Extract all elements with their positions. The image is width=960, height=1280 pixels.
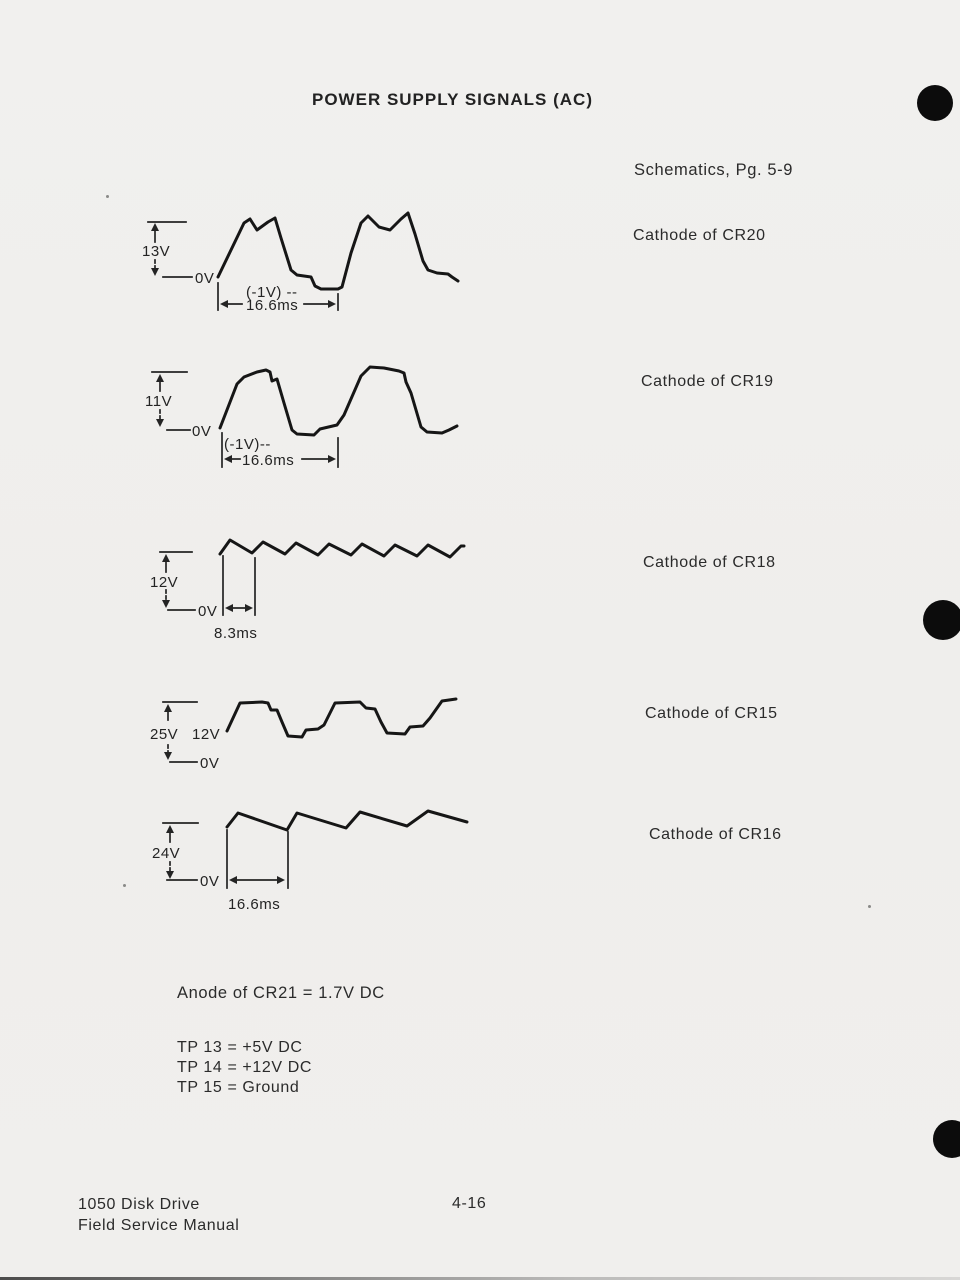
- right-arrowhead-icon: [328, 300, 336, 308]
- waveform-diagram-cr19: 11V 0V (-1V)-- 16.6ms: [145, 365, 459, 469]
- period-label: 16.6ms: [246, 297, 298, 314]
- waveform-trace: [225, 809, 469, 832]
- binder-hole-mark-middle: [923, 600, 960, 640]
- v-top-label: 12V: [150, 574, 178, 591]
- note-anode-cr21: Anode of CR21 = 1.7V DC: [177, 984, 385, 1002]
- up-arrowhead-icon: [156, 374, 164, 382]
- scan-edge-line: [0, 1277, 960, 1280]
- up-arrowhead-icon: [162, 554, 170, 562]
- waveform-diagram-cr20: 13V 0V (-1V) -- 16.6ms: [142, 211, 460, 314]
- up-arrowhead-icon: [151, 223, 159, 231]
- waveform-diagram-cr15: 25V 12V 0V: [150, 697, 458, 772]
- waveform-trace: [218, 538, 466, 559]
- period-ticks: [222, 555, 256, 616]
- down-arrowhead-icon: [162, 600, 170, 608]
- v-zero-label: 0V: [192, 423, 211, 440]
- down-arrowhead-icon: [151, 268, 159, 276]
- period-label: 16.6ms: [242, 452, 294, 469]
- waveform-label-cr19: Cathode of CR19: [641, 373, 774, 390]
- page-number: 4-16: [452, 1195, 487, 1212]
- v-top-label: 11V: [145, 393, 172, 410]
- v-mid-label: 12V: [192, 726, 220, 743]
- period-ticks: [226, 829, 289, 889]
- page-title: POWER SUPPLY SIGNALS (AC): [312, 90, 593, 109]
- waveform-label-cr16: Cathode of CR16: [649, 826, 782, 843]
- right-arrowhead-icon: [277, 876, 285, 884]
- right-arrowhead-icon: [328, 455, 336, 463]
- note-tp14: TP 14 = +12V DC: [177, 1059, 312, 1076]
- note-tp15: TP 15 = Ground: [177, 1079, 300, 1096]
- paper-speck: [868, 905, 871, 908]
- period-ticks: [221, 432, 339, 468]
- v-zero-label: 0V: [198, 603, 217, 620]
- paper-speck: [123, 884, 126, 887]
- v-zero-label: 0V: [200, 873, 219, 890]
- v-top-label: 24V: [152, 845, 180, 862]
- up-arrowhead-icon: [164, 704, 172, 712]
- v-zero-label: 0V: [200, 755, 219, 772]
- v-top-label: 13V: [142, 243, 170, 260]
- waveform-trace: [218, 365, 459, 437]
- footer-manual-line1: 1050 Disk Drive: [78, 1196, 200, 1213]
- period-label: 16.6ms: [228, 896, 280, 913]
- waveform-trace: [225, 697, 458, 739]
- right-arrowhead-icon: [245, 604, 253, 612]
- v-neg-label: (-1V)--: [224, 436, 271, 453]
- paper-speck: [106, 195, 109, 198]
- binder-hole-mark-top: [917, 85, 953, 121]
- note-tp13: TP 13 = +5V DC: [177, 1039, 303, 1056]
- footer-manual-line2: Field Service Manual: [78, 1217, 240, 1234]
- waveform-trace: [216, 211, 460, 291]
- up-arrowhead-icon: [166, 825, 174, 833]
- down-arrowhead-icon: [166, 871, 174, 879]
- v-zero-label: 0V: [195, 270, 214, 287]
- v-top-label: 25V: [150, 726, 178, 743]
- period-ticks: [217, 282, 339, 311]
- waveform-label-cr20: Cathode of CR20: [633, 227, 766, 244]
- binder-hole-mark-bottom: [933, 1120, 960, 1158]
- waveform-label-cr18: Cathode of CR18: [643, 554, 776, 571]
- down-arrowhead-icon: [164, 752, 172, 760]
- down-arrowhead-icon: [156, 419, 164, 427]
- v-neg-label: (-1V) --: [246, 284, 298, 301]
- waveform-diagram-cr16: 24V 0V 16.6ms: [152, 809, 469, 913]
- period-label: 8.3ms: [214, 625, 257, 642]
- waveform-label-cr15: Cathode of CR15: [645, 705, 778, 722]
- schematics-ref: Schematics, Pg. 5-9: [634, 161, 794, 179]
- waveform-diagram-cr18: 12V 0V 8.3ms: [150, 538, 466, 642]
